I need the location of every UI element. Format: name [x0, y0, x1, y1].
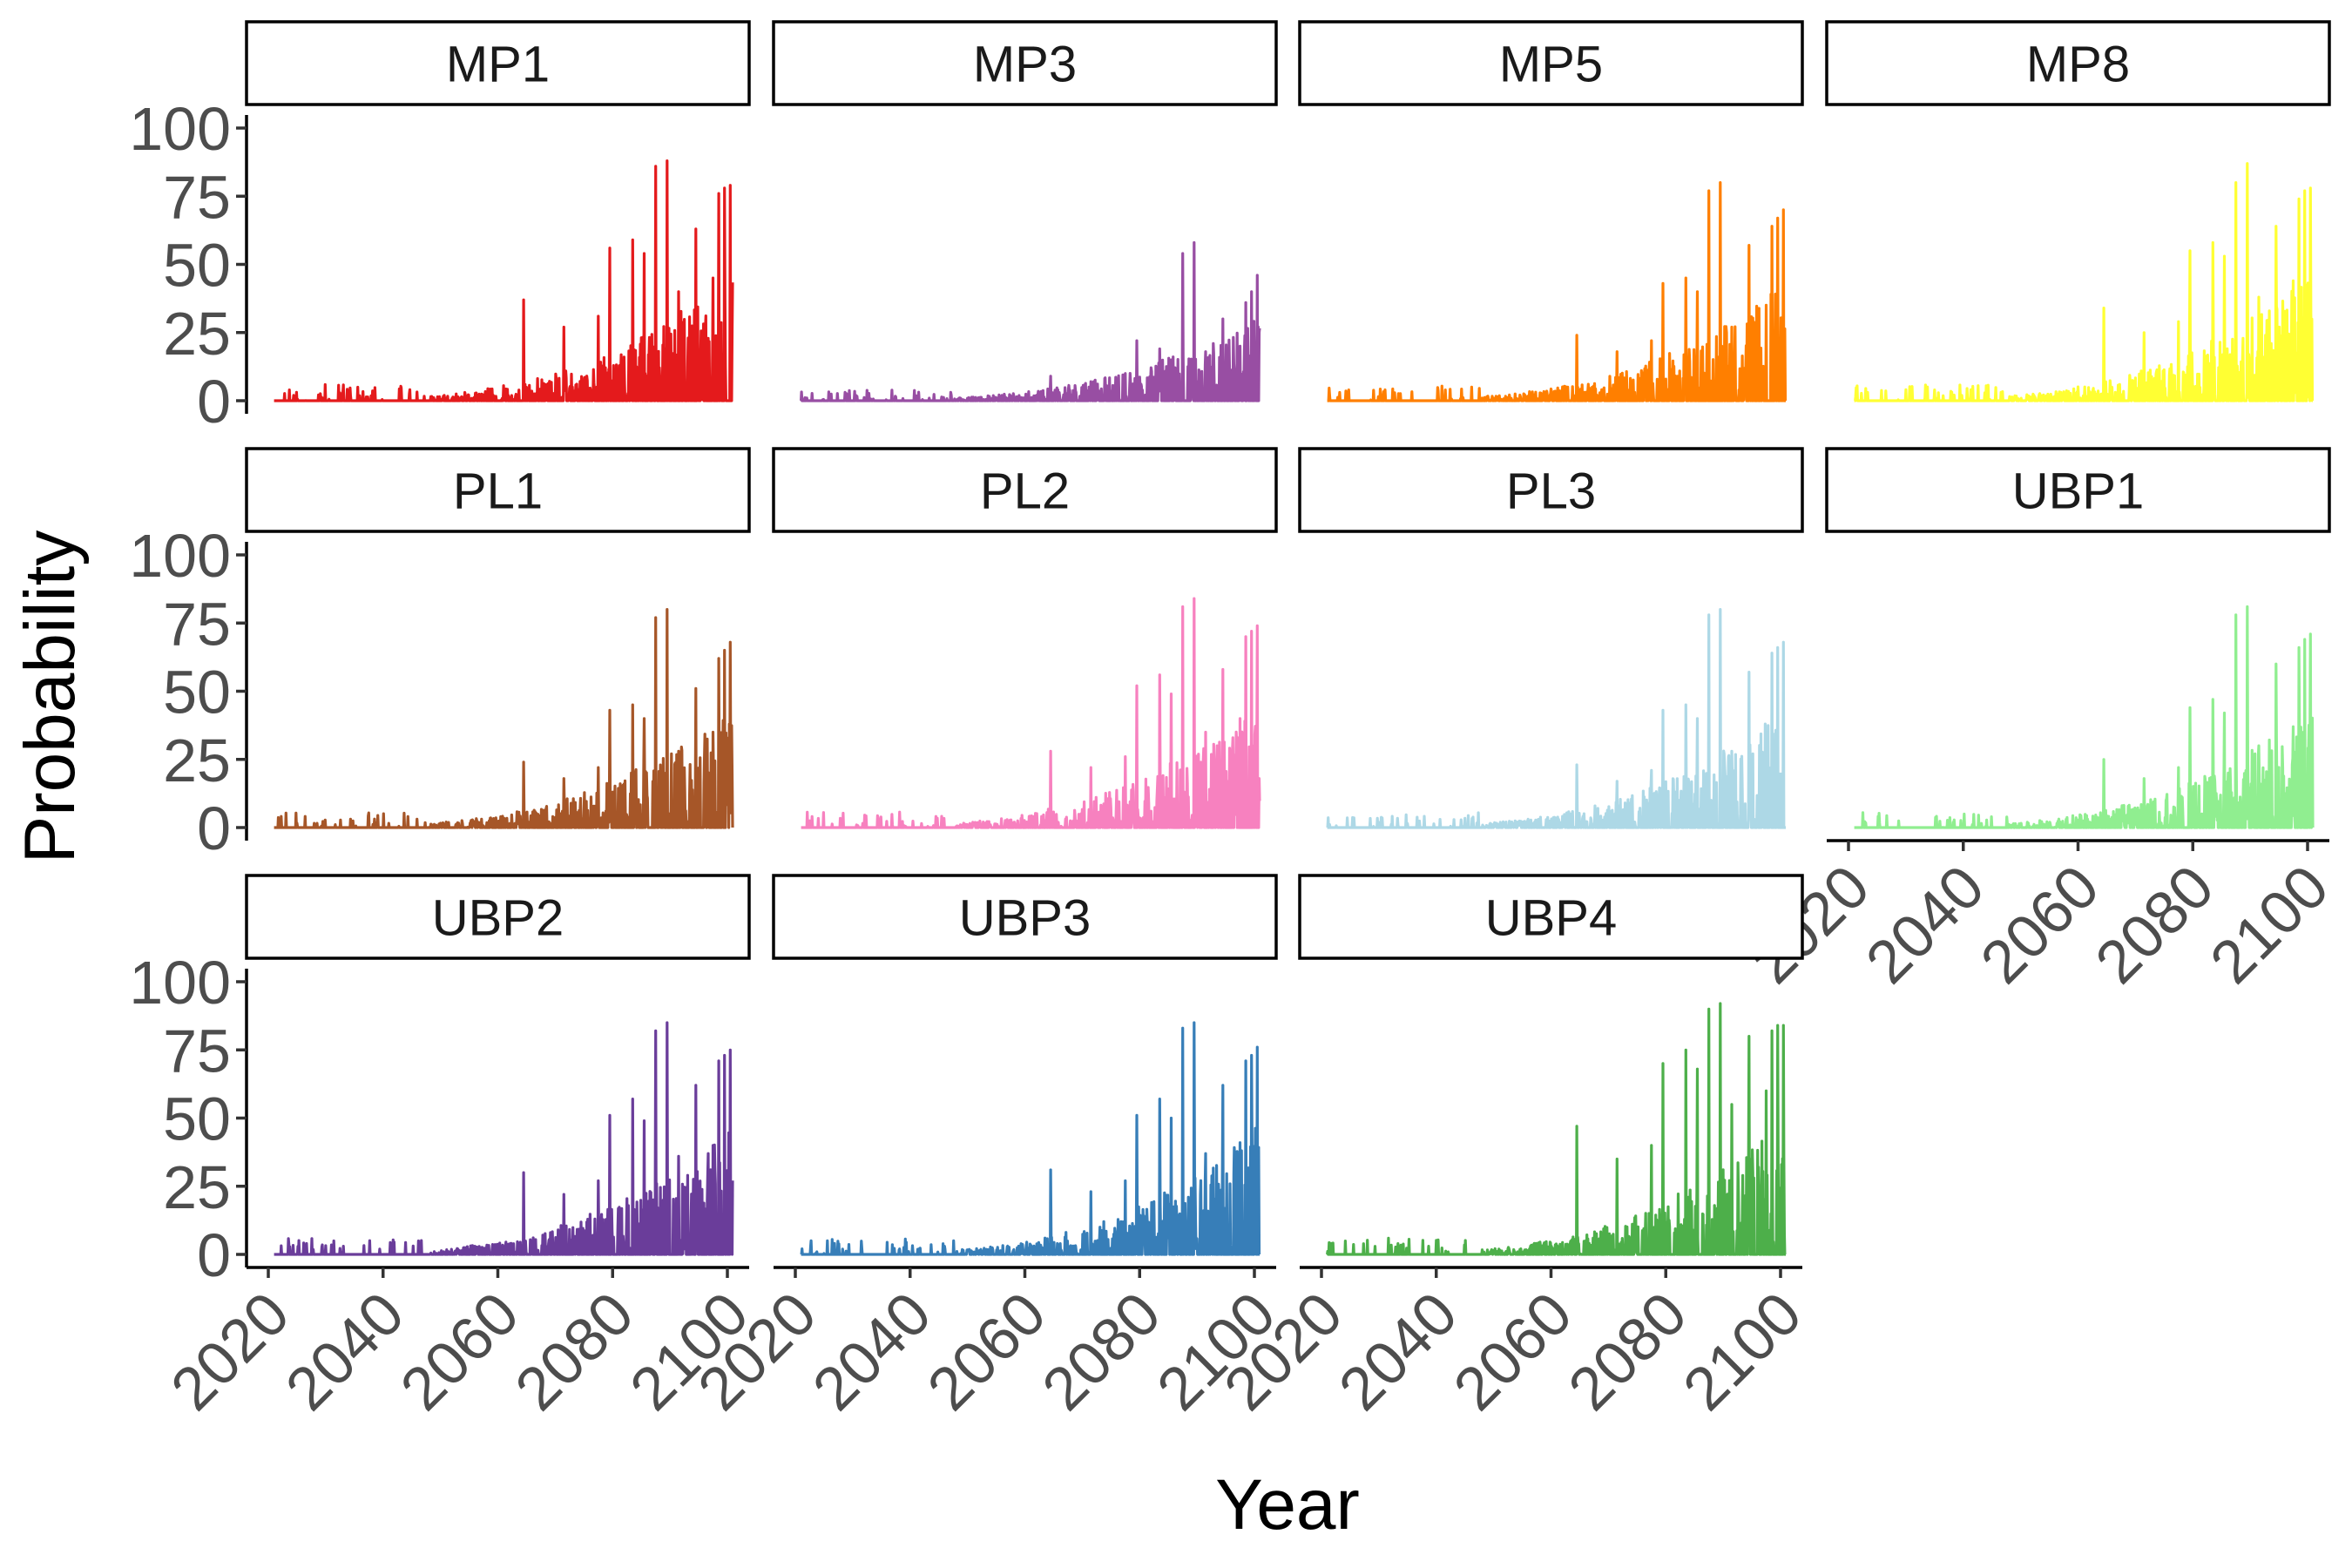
- y-tick-label: 25: [163, 727, 231, 794]
- series-line-ubp1: [1853, 605, 2315, 829]
- x-tick-label: 2040: [273, 1279, 416, 1423]
- series-line-ubp2: [273, 1021, 734, 1256]
- series-line-mp8: [1853, 162, 2315, 402]
- y-tick-label: 50: [163, 1085, 231, 1153]
- strip-mp3: [772, 20, 1278, 106]
- y-tick-label: 0: [197, 1221, 231, 1289]
- strip-label-ubp2: UBP2: [432, 890, 564, 947]
- y-tick-label: 50: [163, 232, 231, 300]
- y-tick-label: 75: [163, 1017, 231, 1085]
- series-line-mp5: [1326, 181, 1788, 402]
- series-line-pl3: [1326, 608, 1788, 829]
- series-line-ubp4: [1326, 1002, 1788, 1256]
- x-tick-label: 2080: [2083, 852, 2227, 996]
- x-tick-label: 2080: [1030, 1279, 1173, 1423]
- strip-label-pl3: PL3: [1506, 463, 1596, 520]
- y-tick-label: 100: [129, 522, 231, 590]
- strip-pl3: [1298, 447, 1804, 533]
- strip-mp1: [245, 20, 751, 106]
- x-tick-label: 2040: [800, 1279, 943, 1423]
- strip-pl2: [772, 447, 1278, 533]
- strip-label-mp1: MP1: [446, 37, 550, 93]
- strip-label-ubp1: UBP1: [2012, 463, 2145, 520]
- x-tick-label: 2060: [1441, 1279, 1585, 1423]
- strip-label-ubp3: UBP3: [959, 890, 1092, 947]
- x-tick-label: 2100: [2197, 852, 2341, 996]
- series-line-ubp3: [800, 1021, 1261, 1256]
- x-tick-label: 2060: [388, 1279, 531, 1423]
- strip-label-mp8: MP8: [2026, 37, 2130, 93]
- x-axis-title: Year: [1215, 1465, 1360, 1544]
- strip-ubp2: [245, 874, 751, 960]
- strip-ubp4: [1298, 874, 1804, 960]
- y-axis-title: Probability: [10, 531, 90, 864]
- strip-ubp1: [1825, 447, 2331, 533]
- y-tick-label: 100: [129, 95, 231, 163]
- y-tick-label: 50: [163, 659, 231, 727]
- y-tick-label: 25: [163, 300, 231, 368]
- strip-label-mp3: MP3: [973, 37, 1077, 93]
- x-tick-label: 2040: [1326, 1279, 1470, 1423]
- x-tick-label: 2060: [1968, 852, 2112, 996]
- strip-mp5: [1298, 20, 1804, 106]
- strip-label-pl2: PL2: [980, 463, 1070, 520]
- y-tick-label: 25: [163, 1153, 231, 1221]
- x-tick-label: 2060: [915, 1279, 1058, 1423]
- y-tick-label: 0: [197, 368, 231, 436]
- x-tick-label: 2100: [1670, 1279, 1814, 1423]
- x-tick-label: 2020: [158, 1279, 301, 1423]
- y-tick-label: 75: [163, 163, 231, 231]
- strip-label-ubp4: UBP4: [1485, 890, 1618, 947]
- x-tick-label: 2040: [1853, 852, 1997, 996]
- y-tick-label: 100: [129, 949, 231, 1017]
- x-tick-label: 2080: [503, 1279, 646, 1423]
- strip-label-mp5: MP5: [1499, 37, 1603, 93]
- series-line-pl2: [800, 597, 1261, 829]
- series-line-pl1: [273, 608, 734, 829]
- strip-pl1: [245, 447, 751, 533]
- series-line-mp1: [273, 159, 734, 402]
- series-line-mp3: [800, 240, 1261, 402]
- y-tick-label: 75: [163, 590, 231, 658]
- x-tick-label: 2080: [1556, 1279, 1700, 1423]
- strip-ubp3: [772, 874, 1278, 960]
- y-tick-label: 0: [197, 794, 231, 862]
- strip-mp8: [1825, 20, 2331, 106]
- strip-label-pl1: PL1: [453, 463, 543, 520]
